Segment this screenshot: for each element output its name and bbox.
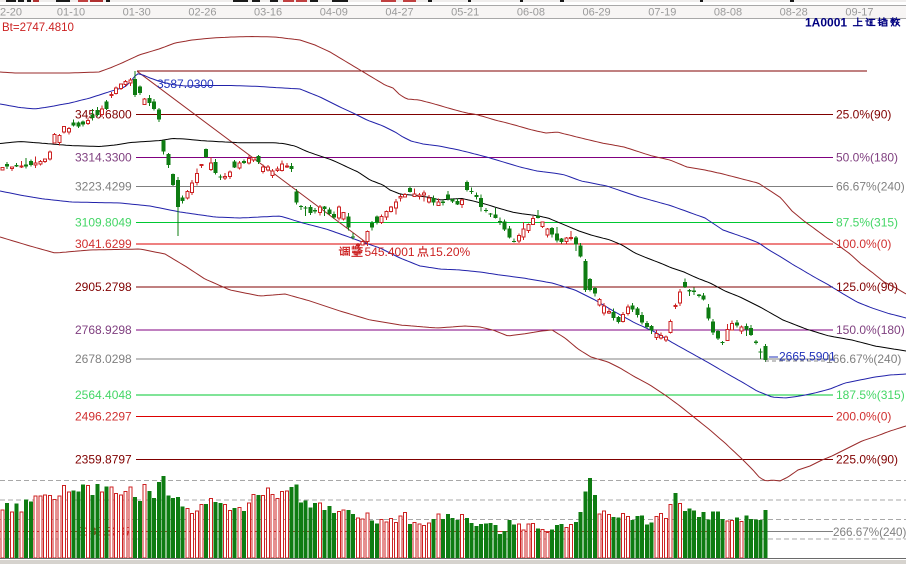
svg-text:200.0%(0): 200.0%(0) (836, 410, 891, 424)
svg-text:02-26: 02-26 (188, 7, 216, 19)
svg-text:2665.5901: 2665.5901 (779, 350, 836, 364)
svg-text:225.0%(90): 225.0%(90) (836, 453, 898, 467)
svg-text:3041.6299: 3041.6299 (75, 237, 132, 251)
svg-text:1A0001: 1A0001 (805, 16, 847, 30)
svg-text:2132.6297: 2132.6297 (77, 527, 131, 539)
svg-text:545.4001: 545.4001 (365, 245, 415, 259)
svg-text:2359.8797: 2359.8797 (75, 453, 132, 467)
svg-text:3314.3300: 3314.3300 (75, 151, 132, 165)
svg-text:166.67%(240): 166.67%(240) (826, 352, 901, 366)
svg-text:08-08: 08-08 (714, 7, 742, 19)
svg-text:01-30: 01-30 (123, 7, 151, 19)
svg-text:3587.0300: 3587.0300 (157, 77, 214, 91)
svg-text:87.5%(315): 87.5%(315) (836, 215, 898, 229)
svg-text:3223.4299: 3223.4299 (75, 179, 132, 193)
svg-text:01-10: 01-10 (57, 7, 85, 19)
svg-text:150.0%(180): 150.0%(180) (836, 323, 905, 337)
svg-text:03-16: 03-16 (254, 7, 282, 19)
svg-text:Bt=2747.4810: Bt=2747.4810 (2, 22, 74, 34)
svg-text:06-29: 06-29 (583, 7, 611, 19)
svg-text:187.5%(315): 187.5%(315) (836, 388, 905, 402)
svg-text:2678.0298: 2678.0298 (75, 352, 132, 366)
svg-text:05-21: 05-21 (451, 7, 479, 19)
svg-text:3109.8049: 3109.8049 (75, 215, 132, 229)
svg-text:2564.4048: 2564.4048 (75, 388, 132, 402)
svg-text:2905.2798: 2905.2798 (75, 280, 132, 294)
svg-text:66.67%(240): 66.67%(240) (836, 179, 905, 193)
svg-text:2496.2297: 2496.2297 (75, 410, 132, 424)
svg-text:266.67%(240): 266.67%(240) (833, 526, 906, 539)
svg-text:04-27: 04-27 (385, 7, 413, 19)
svg-text:07-19: 07-19 (648, 7, 676, 19)
svg-text:08-28: 08-28 (780, 7, 808, 19)
svg-text:100.0%(0): 100.0%(0) (836, 237, 891, 251)
svg-text:15.20%: 15.20% (430, 245, 471, 259)
svg-text:06-08: 06-08 (517, 7, 545, 19)
svg-text:09-17: 09-17 (845, 7, 873, 19)
svg-text:04-09: 04-09 (320, 7, 348, 19)
svg-text:50.0%(180): 50.0%(180) (836, 151, 898, 165)
svg-text:125.0%(90): 125.0%(90) (836, 280, 898, 294)
svg-text:25.0%(90): 25.0%(90) (836, 107, 891, 121)
svg-text:2768.9298: 2768.9298 (75, 323, 132, 337)
svg-text:2-20: 2-20 (0, 7, 22, 19)
